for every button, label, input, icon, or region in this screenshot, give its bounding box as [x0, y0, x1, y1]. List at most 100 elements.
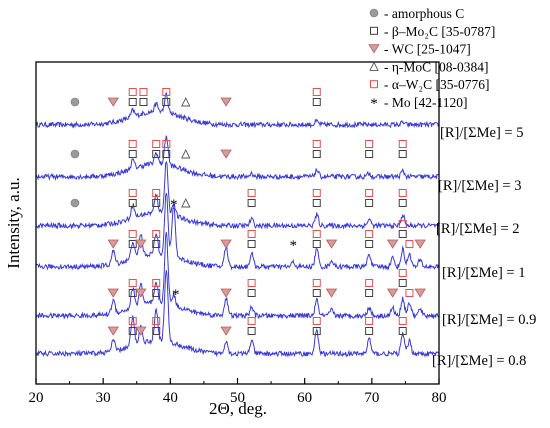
xrd-traces — [35, 91, 440, 358]
w2c-marker — [247, 279, 256, 287]
w2c-marker — [405, 289, 414, 297]
series-labels: [R]/[ΣMe] = 5 [R]/[ΣMe] = 3 [R]/[ΣMe] = 2 [… — [432, 125, 536, 369]
x-tick-label: 60 — [297, 390, 312, 406]
mo2c-marker — [312, 240, 321, 248]
y-axis-title: Intensity, a.u. — [4, 177, 23, 268]
mo2c-marker — [128, 289, 137, 297]
w2c-marker — [405, 240, 414, 248]
mo2c-marker — [398, 199, 407, 207]
wc-marker — [368, 44, 380, 54]
mo2c-marker — [398, 279, 407, 287]
mo2c-marker — [139, 98, 148, 106]
mo2c-marker — [128, 98, 137, 106]
xrd-trace — [35, 192, 440, 271]
w2c-marker — [365, 189, 374, 197]
wc-marker — [135, 288, 147, 298]
mo2c-marker — [247, 199, 256, 207]
phase-markers: * * * — [70, 88, 426, 336]
w2c-marker — [398, 317, 407, 325]
x-axis-ticks: 20 30 40 50 60 70 80 — [29, 378, 447, 406]
wc-marker — [414, 239, 426, 249]
mo2c-marker — [247, 289, 256, 297]
mo2c-marker — [152, 150, 161, 158]
legend-entry: - Mo [42-1120] — [384, 95, 468, 110]
wc-marker — [220, 149, 232, 159]
mo2c-marker — [365, 289, 374, 297]
xrd-trace — [35, 270, 440, 358]
mo2c-marker — [365, 150, 374, 158]
mo2c-marker — [365, 199, 374, 207]
mo2c-marker — [162, 150, 171, 158]
w2c-marker — [398, 220, 407, 228]
w2c-marker — [398, 140, 407, 148]
wc-marker — [414, 288, 426, 298]
xrd-trace — [35, 135, 440, 181]
moc-marker — [369, 61, 379, 71]
mo2c-marker — [247, 240, 256, 248]
wc-marker — [386, 239, 399, 249]
w2c-marker — [128, 88, 137, 96]
moc-marker — [181, 148, 191, 159]
legend-entry: - η-MoC [08-0384] — [384, 59, 489, 74]
wc-marker — [107, 288, 119, 298]
w2c-marker — [128, 189, 137, 197]
mo2c-marker — [128, 150, 137, 158]
wc-marker — [220, 239, 232, 249]
mo2c-marker — [312, 327, 321, 335]
mo2c-marker — [365, 240, 374, 248]
w2c-marker — [247, 189, 256, 197]
mo2c-marker — [365, 327, 374, 335]
mo2c-marker — [162, 98, 171, 106]
w2c-marker — [247, 230, 256, 238]
amorphous-c-marker — [70, 198, 80, 208]
w2c-marker — [128, 317, 137, 325]
w2c-marker — [365, 317, 374, 325]
w2c-marker — [312, 279, 321, 287]
series-label: [R]/[ΣMe] = 2 — [436, 221, 519, 237]
mo-marker: * — [370, 96, 378, 112]
legend: - amorphous C - β–Mo₂C [35-0787] - WC [25-… — [368, 6, 495, 112]
w2c-marker — [152, 230, 161, 238]
legend-entry: - amorphous C — [384, 6, 464, 21]
x-axis-title: 2Θ, deg. — [209, 399, 267, 418]
w2c-marker — [152, 279, 161, 287]
w2c-marker — [312, 189, 321, 197]
xrd-trace — [35, 231, 440, 320]
amorphous-c-marker — [70, 149, 80, 159]
w2c-marker — [152, 189, 161, 197]
xrd-trace — [35, 91, 440, 129]
mo2c-marker — [398, 230, 407, 238]
mo-marker: * — [170, 197, 178, 213]
mo2c-marker — [152, 289, 161, 297]
legend-entry: - α–W₂C [35-0776] — [384, 77, 490, 92]
w2c-marker — [128, 140, 137, 148]
amorphous-c-marker — [369, 8, 379, 18]
legend-entry: - β–Mo₂C [35-0787] — [384, 24, 495, 39]
w2c-marker — [247, 317, 256, 325]
series-label: [R]/[ΣMe] = 5 — [440, 125, 523, 141]
mo-marker: * — [289, 238, 297, 254]
wc-marker — [325, 239, 338, 249]
mo2c-marker — [152, 240, 161, 248]
x-tick-label: 20 — [29, 390, 44, 406]
series-label: [R]/[ΣMe] = 3 — [438, 178, 521, 194]
mo2c-marker — [312, 150, 321, 158]
series-label: [R]/[ΣMe] = 1 — [442, 265, 525, 281]
wc-marker — [386, 288, 399, 298]
w2c-marker — [365, 230, 374, 238]
w2c-marker — [139, 88, 148, 96]
w2c-marker — [152, 140, 161, 148]
series-label: [R]/[ΣMe] = 0.9 — [442, 312, 536, 328]
w2c-marker — [128, 230, 137, 238]
xrd-trace — [35, 160, 440, 230]
w2c-marker — [398, 269, 407, 277]
w2c-marker — [365, 279, 374, 287]
mo2c-marker — [398, 150, 407, 158]
x-tick-label: 30 — [96, 390, 111, 406]
w2c-marker — [312, 88, 321, 96]
mo2c-marker — [312, 289, 321, 297]
wc-marker — [107, 326, 119, 336]
w2c-marker — [152, 317, 161, 325]
x-tick-label: 40 — [163, 390, 178, 406]
